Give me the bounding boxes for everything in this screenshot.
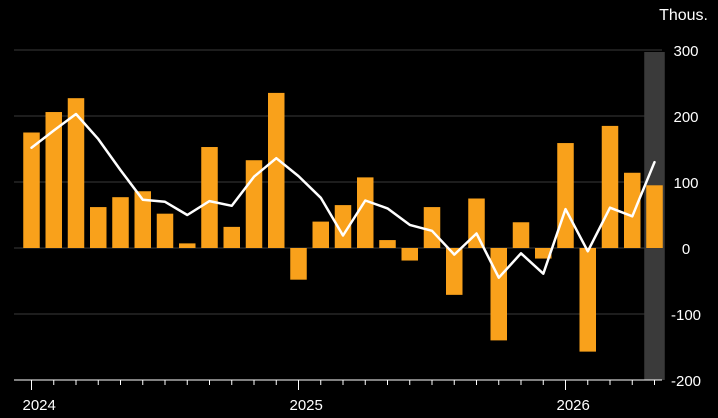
x-tick-label: 2024: [23, 397, 56, 414]
bar: [23, 132, 40, 248]
x-axis: 2024 2025 2026: [14, 379, 662, 414]
units-label: Thous.: [659, 7, 708, 24]
bar: [535, 248, 552, 259]
bar: [112, 197, 129, 248]
bar: [312, 221, 329, 248]
bar: [557, 143, 574, 248]
bar: [601, 125, 619, 248]
bar: [468, 198, 485, 248]
y-tick-label: -200: [671, 373, 701, 390]
bar: [512, 222, 530, 248]
bar: [379, 240, 396, 248]
line-series: [30, 112, 656, 279]
bar: [67, 98, 85, 249]
y-tick-label: -100: [671, 307, 701, 324]
bar-series: [23, 92, 663, 352]
bar: [156, 213, 174, 248]
bar: [401, 248, 418, 261]
bar: [334, 205, 352, 248]
bar: [201, 147, 218, 248]
y-tick-label: 0: [682, 241, 690, 258]
y-tick-label: 300: [673, 43, 698, 60]
x-tick-label: 2025: [290, 397, 323, 414]
bar: [357, 177, 374, 248]
bar: [268, 92, 285, 249]
bar: [45, 112, 62, 248]
bar: [423, 207, 441, 248]
y-tick-label: 100: [673, 175, 698, 192]
y-axis-labels: 300 200 100 0 -100 -200: [671, 43, 701, 390]
x-tick-label: 2026: [557, 397, 590, 414]
bar: [90, 207, 107, 248]
bar: [134, 191, 151, 248]
bar: [624, 172, 641, 248]
bar: [490, 248, 507, 341]
y-tick-label: 200: [673, 109, 698, 126]
bar: [579, 248, 596, 352]
line-path: [30, 112, 656, 279]
bar: [646, 185, 663, 248]
bar: [179, 243, 196, 248]
bar: [290, 248, 307, 280]
bar: [223, 226, 240, 248]
bar: [446, 248, 463, 295]
